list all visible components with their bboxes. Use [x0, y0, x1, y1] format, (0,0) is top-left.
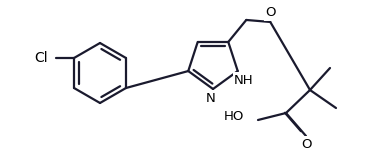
Text: O: O	[265, 6, 276, 19]
Text: Cl: Cl	[34, 51, 48, 65]
Text: O: O	[302, 137, 312, 151]
Text: HO: HO	[224, 111, 244, 123]
Text: NH: NH	[234, 74, 254, 87]
Text: N: N	[206, 92, 216, 104]
